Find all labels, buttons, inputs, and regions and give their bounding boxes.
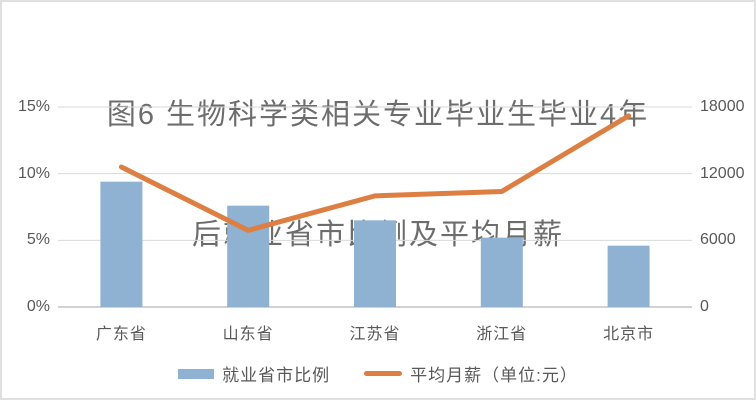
bar-江苏省 <box>354 220 396 307</box>
bar-浙江省 <box>480 237 523 307</box>
category-label-江苏省: 江苏省 <box>349 326 401 343</box>
right-axis-tick: 12000 <box>700 164 745 182</box>
right-axis-tick: 6000 <box>700 231 736 249</box>
right-axis-tick: 0 <box>700 298 709 315</box>
legend-item-bar-series: 就业省市比例 <box>178 361 330 386</box>
left-axis-tick: 5% <box>26 231 50 249</box>
bar-北京市 <box>607 245 650 307</box>
category-label-广东省: 广东省 <box>95 326 147 343</box>
bar-series-label: 就业省市比例 <box>222 366 331 385</box>
category-label-北京市: 北京市 <box>603 326 655 343</box>
line-series-swatch <box>364 371 403 376</box>
right-axis-tick: 18000 <box>700 98 745 115</box>
left-axis-tick: 15% <box>17 98 50 115</box>
chart-legend: 就业省市比例 平均月薪（单位:元） <box>2 361 754 386</box>
chart-title-line1: 图6 生物科学类相关专业毕业生毕业4年 <box>106 99 650 131</box>
category-label-山东省: 山东省 <box>222 326 274 343</box>
bar-广东省 <box>100 181 143 307</box>
left-axis-tick: 0% <box>26 298 50 315</box>
bar-series-swatch <box>178 368 215 379</box>
left-axis-tick: 10% <box>17 164 50 182</box>
legend-item-line-series: 平均月薪（单位:元） <box>364 361 578 386</box>
line-series-path <box>118 113 632 233</box>
line-series-label: 平均月薪（单位:元） <box>410 366 578 385</box>
category-label-浙江省: 浙江省 <box>476 326 528 343</box>
